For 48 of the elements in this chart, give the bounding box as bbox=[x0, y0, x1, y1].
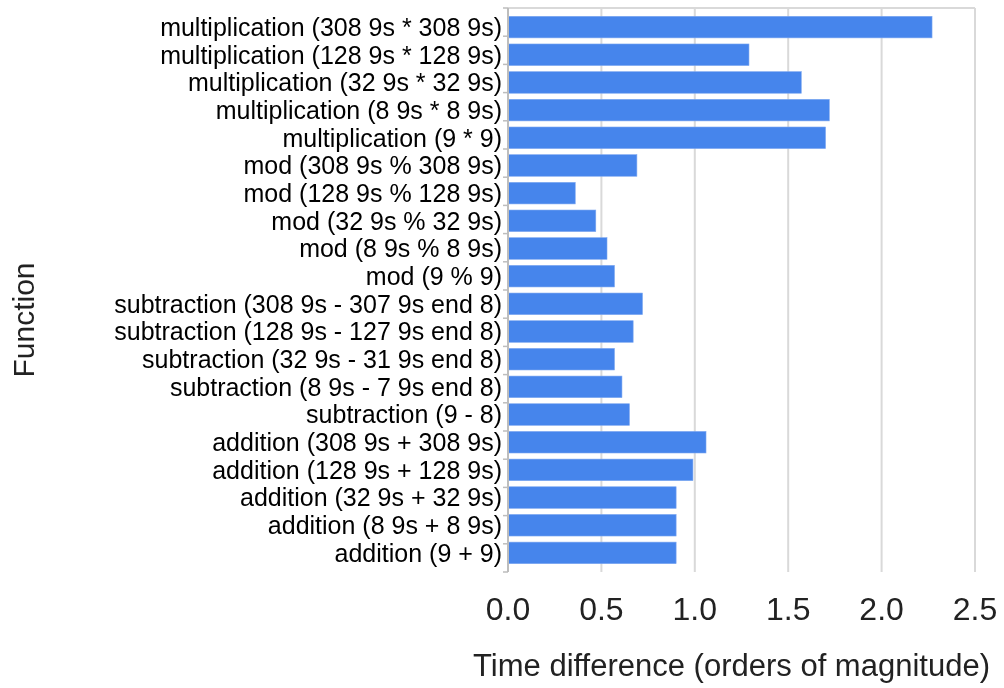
bar bbox=[507, 43, 750, 66]
y-tick-label: mod (128 9s % 128 9s) bbox=[243, 178, 502, 207]
bar bbox=[507, 126, 826, 149]
y-tick-label: addition (8 9s + 8 9s) bbox=[267, 510, 502, 539]
x-axis-title: Time difference (orders of magnitude) bbox=[473, 648, 990, 683]
bar bbox=[507, 265, 615, 288]
y-tick-label: multiplication (9 * 9) bbox=[282, 123, 502, 152]
y-tick-label: mod (32 9s % 32 9s) bbox=[271, 206, 502, 235]
y-tick-label: multiplication (32 9s * 32 9s) bbox=[187, 68, 502, 97]
bar bbox=[507, 154, 638, 177]
bar bbox=[507, 182, 576, 205]
bar bbox=[507, 458, 694, 481]
bar bbox=[507, 16, 933, 39]
bar bbox=[507, 375, 623, 398]
bar bbox=[507, 99, 830, 122]
x-tick-label: 2.5 bbox=[952, 591, 998, 627]
y-tick-label: subtraction (308 9s - 307 9s end 8) bbox=[114, 289, 502, 318]
y-tick-label: multiplication (308 9s * 308 9s) bbox=[160, 12, 502, 41]
bar bbox=[507, 209, 597, 232]
y-tick-label: addition (9 + 9) bbox=[334, 538, 502, 567]
x-tick-label: 2.0 bbox=[859, 591, 904, 627]
bar bbox=[507, 320, 634, 343]
y-tick-label: subtraction (128 9s - 127 9s end 8) bbox=[114, 317, 502, 346]
x-tick-label: 0.5 bbox=[579, 591, 624, 627]
y-tick-label: mod (308 9s % 308 9s) bbox=[243, 151, 502, 180]
bar bbox=[507, 431, 707, 454]
bar bbox=[507, 514, 677, 537]
bar bbox=[507, 486, 677, 509]
y-tick-label: subtraction (9 - 8) bbox=[306, 400, 502, 429]
y-tick-label: addition (308 9s + 308 9s) bbox=[212, 427, 502, 456]
y-tick-label: mod (8 9s % 8 9s) bbox=[299, 234, 502, 263]
bar bbox=[507, 348, 615, 371]
y-tick-label: addition (128 9s + 128 9s) bbox=[212, 455, 502, 484]
y-tick-label: addition (32 9s + 32 9s) bbox=[240, 483, 502, 512]
y-tick-label: subtraction (8 9s - 7 9s end 8) bbox=[169, 372, 502, 401]
y-tick-label: multiplication (128 9s * 128 9s) bbox=[160, 40, 502, 69]
bar bbox=[507, 403, 630, 426]
bar bbox=[507, 71, 802, 94]
x-tick-label: 0.0 bbox=[485, 591, 531, 627]
y-axis-title: Function bbox=[7, 262, 40, 378]
bar bbox=[507, 292, 643, 315]
bar bbox=[507, 541, 677, 564]
y-tick-label: mod (9 % 9) bbox=[365, 261, 502, 290]
y-tick-label: multiplication (8 9s * 8 9s) bbox=[215, 95, 502, 124]
bar bbox=[507, 237, 608, 260]
x-tick-label: 1.0 bbox=[672, 591, 718, 627]
y-tick-label: subtraction (32 9s - 31 9s end 8) bbox=[142, 344, 502, 373]
x-tick-label: 1.5 bbox=[765, 591, 811, 627]
